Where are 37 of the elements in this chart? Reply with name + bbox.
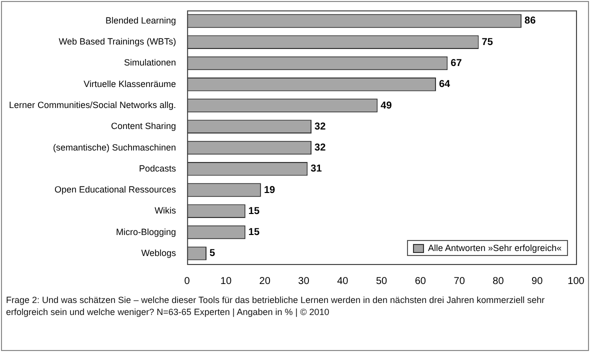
x-tick-label: 70 [454, 276, 466, 287]
y-tick-label: (semantische) Suchmaschinen [53, 142, 176, 152]
x-tick-label: 80 [492, 276, 504, 287]
y-tick-label: Open Educational Ressources [54, 184, 177, 195]
data-label: 86 [524, 16, 536, 27]
y-tick-label: Blended Learning [106, 15, 176, 26]
x-tick-label: 60 [414, 276, 426, 287]
data-label: 32 [314, 142, 326, 154]
y-tick-label: Content Sharing [111, 121, 176, 132]
legend-label: Alle Antworten »Sehr erfolgreich« [428, 243, 562, 253]
text: Frage 2: Und was schätzen Sie – welche dieser Tools für das betriebliche Lernen werden in den nächsten drei Jahren kommerziell sehr erfolgreich sein und welche weniger? N=63-65 Experten | Angaben in % | © 2010 [6, 294, 546, 318]
data-label: 5 [210, 248, 216, 260]
x-tick-label: 10 [220, 276, 232, 287]
x-tick-label: 90 [532, 276, 544, 287]
data-label: 64 [438, 79, 451, 90]
y-tick-label: Podcasts [139, 163, 177, 174]
data-label: 31 [310, 164, 322, 175]
data-label: 67 [450, 58, 462, 69]
x-tick-label: 30 [298, 276, 310, 287]
data-label: 49 [380, 100, 392, 112]
data-label: 15 [248, 227, 260, 238]
y-tick-label: Virtuelle Klassenräume [84, 78, 176, 89]
data-label: 19 [264, 184, 276, 196]
data-label: 32 [314, 121, 326, 132]
y-tick-label: Micro-Blogging [116, 226, 176, 237]
y-tick-label: Web Based Trainings (WBTs) [58, 36, 176, 47]
y-tick-label: Wikis [154, 206, 177, 216]
y-tick-label: Weblogs [141, 248, 177, 258]
y-tick-label: Lerner Communities/Social Networks allg. [9, 100, 176, 110]
x-tick-label: 50 [376, 276, 388, 287]
y-tick-label: Simulationen [124, 58, 176, 68]
x-tick-label: 40 [337, 276, 349, 287]
x-tick-label: 100 [568, 276, 585, 287]
x-tick-label: 0 [184, 276, 190, 287]
data-label: 15 [248, 206, 260, 217]
data-label: 75 [482, 36, 494, 48]
x-tick-label: 20 [259, 276, 271, 287]
